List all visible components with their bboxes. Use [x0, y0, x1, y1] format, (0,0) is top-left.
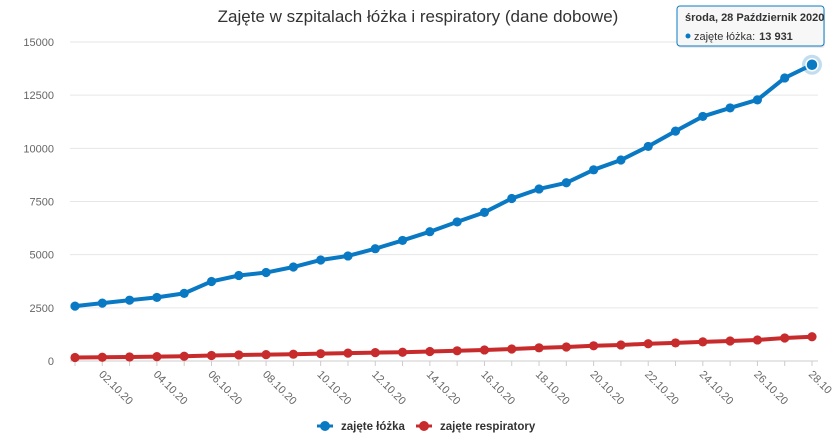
data-point [780, 73, 790, 83]
data-point [70, 301, 80, 311]
data-point [97, 298, 107, 308]
tooltip-label: zajęte łóżka: 13 931 [694, 31, 793, 43]
data-point [124, 295, 135, 305]
x-tick-label: 06.10.20 [205, 369, 244, 408]
data-point [261, 267, 271, 278]
data-point [97, 352, 107, 362]
data-point [316, 255, 326, 265]
data-point [234, 350, 244, 360]
data-point [124, 352, 135, 362]
data-point [725, 103, 735, 113]
data-point-highlighted [805, 57, 819, 72]
data-point [316, 349, 326, 359]
x-tick-label: 24.10.20 [697, 369, 736, 408]
data-point [698, 111, 708, 122]
x-tick-label: 12.10.20 [369, 369, 408, 408]
y-tick-label: 0 [48, 356, 54, 368]
data-point [507, 193, 517, 204]
data-point [479, 345, 490, 355]
gridlines [70, 41, 818, 362]
x-tick-label: 18.10.20 [533, 369, 572, 408]
data-point [397, 347, 408, 357]
data-point [561, 342, 571, 352]
data-point [343, 251, 353, 261]
data-point [670, 126, 681, 136]
series-layer [70, 54, 822, 363]
tooltip-date: środa, 28 Październik 2020 [685, 12, 824, 24]
x-tick-label: 10.10.20 [315, 369, 354, 408]
data-point [752, 95, 763, 105]
legend-item: zajęte łóżka [317, 421, 406, 433]
legend: zajęte łóżka zajęte respiratory [317, 421, 536, 433]
data-point [452, 346, 462, 356]
tooltip: środa, 28 Październik 2020 zajęte łóżka: 1… [676, 5, 825, 48]
data-point [206, 350, 217, 361]
legend-marker [320, 421, 330, 431]
tooltip-box [676, 5, 825, 47]
data-point [670, 338, 681, 348]
x-tick-label: 26.10.20 [751, 369, 790, 408]
data-point [152, 352, 162, 362]
tooltip-value: 13 931 [759, 31, 793, 43]
data-point [179, 351, 189, 361]
data-point [261, 350, 271, 360]
data-point [370, 244, 380, 254]
data-point [752, 335, 763, 345]
data-point [780, 333, 790, 343]
x-tick-label: 14.10.20 [424, 369, 463, 408]
data-point [343, 348, 353, 358]
legend-label: zajęte łóżka [341, 421, 406, 433]
legend-label: zajęte respiratory [440, 421, 536, 433]
data-point [589, 341, 599, 351]
series-line [73, 62, 814, 309]
x-tick-label: 28.10 [806, 369, 834, 397]
data-point [397, 235, 408, 246]
data-point [807, 332, 817, 342]
x-tick-label: 02.10.20 [96, 369, 135, 408]
y-tick-label: 10000 [23, 143, 54, 155]
series-line [73, 334, 814, 360]
data-point [288, 349, 298, 359]
y-tick-label: 7500 [30, 197, 54, 209]
x-tick-label: 04.10.20 [151, 369, 190, 408]
series-respirators [70, 332, 817, 363]
legend-item: zajęte respiratory [416, 421, 536, 433]
data-point [234, 270, 244, 281]
data-point [643, 339, 653, 349]
data-point [425, 346, 435, 357]
series-beds [70, 54, 822, 311]
data-point [370, 347, 380, 358]
data-point [152, 292, 162, 303]
x-tick-label: 16.10.20 [478, 369, 517, 408]
data-point [206, 276, 217, 287]
data-point [534, 184, 544, 194]
data-point [479, 207, 490, 217]
y-tick-label: 12500 [23, 90, 54, 102]
data-point [179, 288, 189, 298]
tooltip-marker [685, 33, 691, 39]
data-point [698, 337, 708, 347]
data-point [288, 262, 298, 272]
legend-marker [419, 421, 429, 431]
data-point [589, 165, 599, 175]
data-point [616, 340, 626, 350]
data-point [452, 217, 462, 227]
data-point [534, 343, 544, 353]
x-tick-label: 20.10.20 [588, 369, 627, 408]
data-point [425, 227, 435, 237]
data-point [725, 336, 735, 346]
y-tick-label: 15000 [23, 37, 54, 49]
data-point [643, 141, 653, 152]
data-point [616, 155, 626, 165]
x-tick-label: 22.10.20 [642, 369, 681, 408]
chart-title: Zajęte w szpitalach łóżka i respiratory … [218, 7, 619, 26]
data-point [70, 352, 80, 363]
y-tick-label: 5000 [30, 250, 54, 262]
tooltip-series-label: zajęte łóżka: [694, 31, 755, 43]
data-point [507, 344, 517, 354]
data-point [561, 178, 571, 188]
y-tick-label: 2500 [30, 303, 54, 315]
x-tick-label: 08.10.20 [260, 369, 299, 408]
